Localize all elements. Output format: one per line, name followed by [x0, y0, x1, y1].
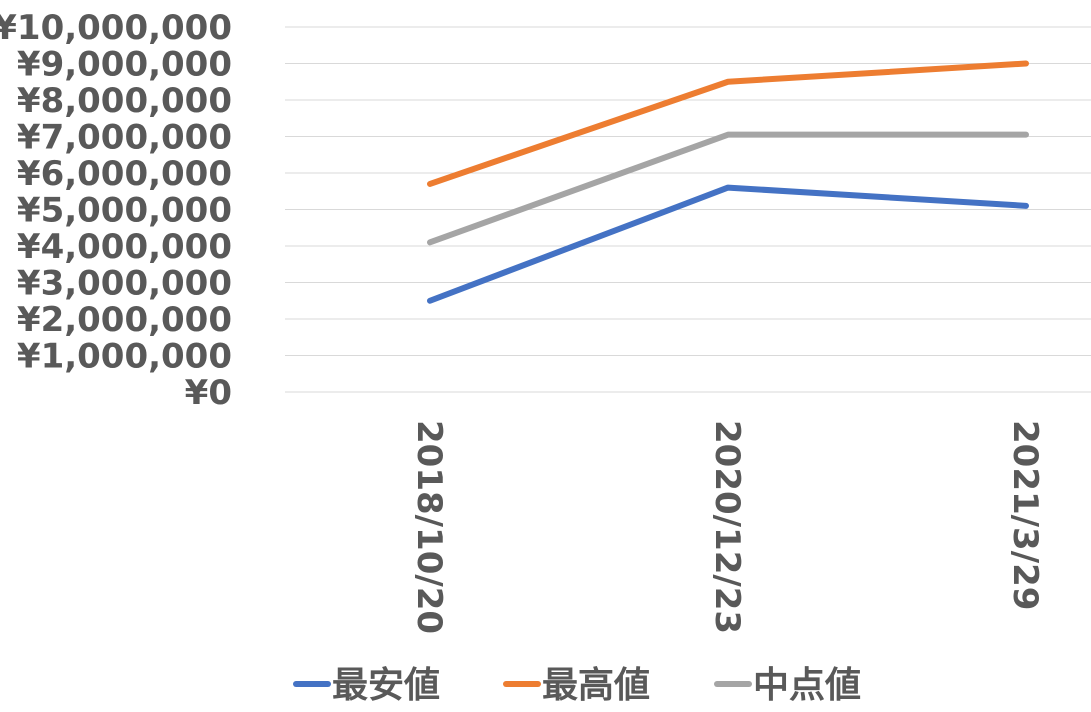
x-axis-tick-labels: 2018/10/20 2020/12/23 2021/3/29 — [409, 420, 1045, 634]
y-tick-label: ¥9,000,000 — [17, 45, 232, 85]
y-axis-tick-labels: ¥0¥1,000,000¥2,000,000¥3,000,000¥4,000,0… — [0, 8, 232, 413]
y-tick-label: ¥0 — [185, 373, 232, 413]
legend: 最安値 最高値 中点値 — [293, 665, 861, 706]
y-tick-label: ¥8,000,000 — [17, 81, 232, 121]
legend-label: 最安値 — [332, 665, 440, 706]
x-tick-label: 2018/10/20 — [409, 420, 449, 634]
y-tick-label: ¥6,000,000 — [17, 154, 232, 194]
y-tick-label: ¥1,000,000 — [17, 337, 232, 377]
y-tick-label: ¥7,000,000 — [17, 118, 232, 158]
legend-label: 中点値 — [753, 665, 861, 706]
x-tick-label: 2020/12/23 — [707, 420, 747, 634]
legend-label: 最高値 — [542, 665, 650, 706]
series-line — [427, 184, 1029, 304]
series-line — [427, 131, 1029, 246]
x-tick-label: 2021/3/29 — [1005, 420, 1045, 610]
y-tick-label: ¥10,000,000 — [0, 8, 232, 48]
series-lines — [427, 60, 1029, 304]
gridlines — [285, 26, 1091, 393]
y-tick-label: ¥4,000,000 — [17, 227, 232, 267]
y-tick-label: ¥3,000,000 — [17, 264, 232, 304]
series-line — [427, 60, 1029, 187]
y-tick-label: ¥5,000,000 — [17, 191, 232, 231]
y-tick-label: ¥2,000,000 — [17, 300, 232, 340]
